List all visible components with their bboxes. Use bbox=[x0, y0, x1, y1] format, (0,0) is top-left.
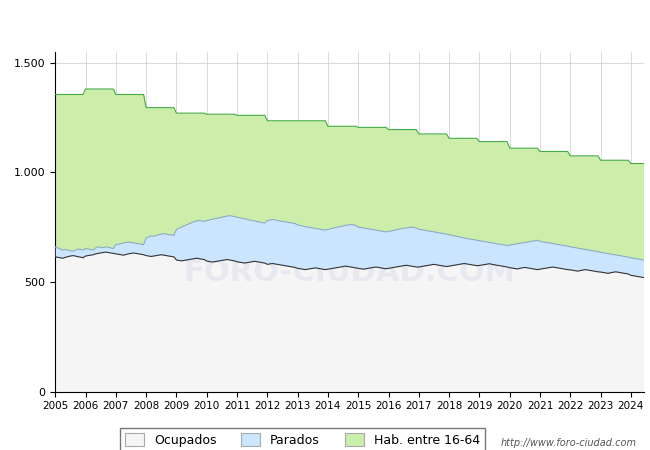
Text: http://www.foro-ciudad.com: http://www.foro-ciudad.com bbox=[501, 438, 637, 448]
Text: FORO-CIUDAD.COM: FORO-CIUDAD.COM bbox=[183, 258, 515, 287]
Text: Cabra del Santo Cristo - Evolucion de la poblacion en edad de Trabajar Mayo de 2: Cabra del Santo Cristo - Evolucion de la… bbox=[72, 17, 578, 30]
Legend: Ocupados, Parados, Hab. entre 16-64: Ocupados, Parados, Hab. entre 16-64 bbox=[120, 428, 485, 450]
